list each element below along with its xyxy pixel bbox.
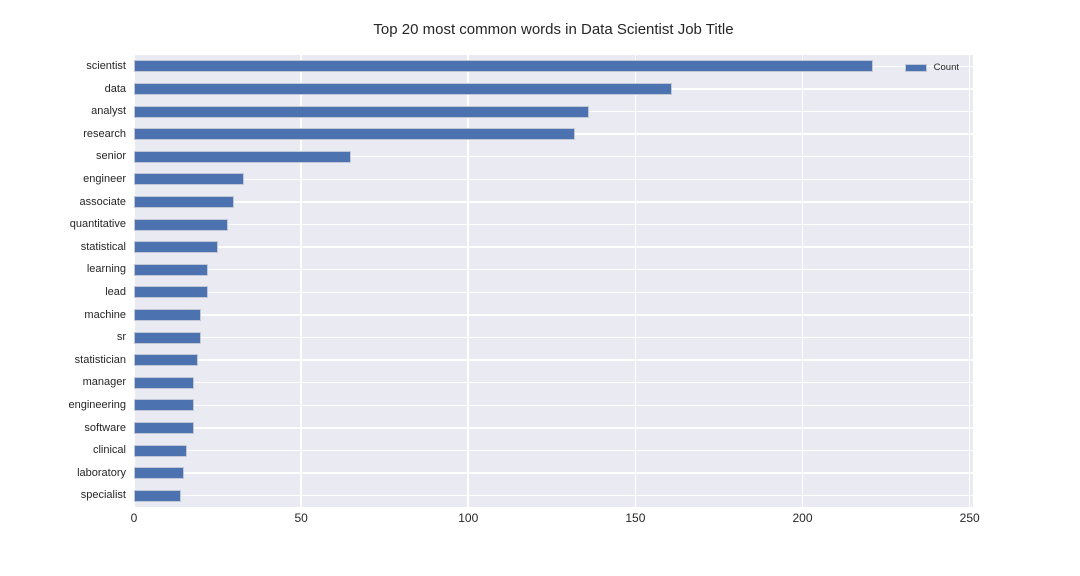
chart-title: Top 20 most common words in Data Scienti…	[373, 21, 734, 38]
bar-laboratory	[134, 467, 185, 480]
x-tick-label-50: 50	[294, 511, 308, 525]
y-gridline-clinical	[134, 449, 973, 452]
y-tick-label-manager: manager	[82, 376, 126, 389]
legend: Count	[904, 62, 959, 73]
x-gridline-200	[801, 55, 804, 507]
y-tick-label-statistical: statistical	[80, 240, 126, 253]
y-gridline-statistical	[134, 246, 973, 248]
plot-area: Count	[133, 55, 973, 507]
y-tick-label-learning: learning	[86, 263, 126, 276]
y-gridline-specialist	[134, 494, 973, 497]
bar-learning	[134, 263, 208, 276]
bar-specialist	[134, 489, 181, 502]
y-tick-label-scientist: scientist	[86, 60, 126, 72]
y-tick-label-sr: sr	[116, 331, 126, 344]
y-gridline-statistician	[134, 359, 973, 361]
y-gridline-sr	[134, 336, 973, 339]
y-tick-label-specialist: specialist	[80, 489, 126, 502]
y-tick-label-research: research	[83, 127, 126, 140]
x-tick-label-150: 150	[625, 511, 646, 525]
y-tick-label-machine: machine	[84, 308, 126, 321]
y-gridline-lead	[134, 291, 973, 294]
bar-sr	[134, 331, 201, 344]
x-tick-label-0: 0	[130, 511, 138, 525]
x-gridline-150	[634, 55, 637, 507]
y-tick-label-senior: senior	[96, 150, 126, 163]
y-gridline-manager	[134, 381, 973, 384]
legend-count-swatch	[904, 63, 927, 72]
y-tick-label-quantitative: quantitative	[69, 218, 126, 231]
y-gridline-senior	[134, 155, 973, 158]
bar-associate	[134, 195, 235, 208]
bar-data	[134, 82, 673, 95]
bar-statistical	[134, 241, 218, 254]
y-tick-label-clinical: clinical	[92, 444, 126, 457]
y-gridline-software	[134, 427, 973, 429]
bar-statistician	[134, 354, 198, 367]
bar-engineer	[134, 173, 245, 186]
y-tick-label-software: software	[84, 421, 126, 434]
x-tick-label-100: 100	[458, 511, 479, 525]
bar-scientist	[134, 60, 873, 73]
y-gridline-machine	[134, 314, 973, 316]
x-tick-label-250: 250	[959, 511, 980, 525]
y-tick-label-lead: lead	[105, 286, 126, 298]
bar-clinical	[134, 444, 188, 457]
bar-analyst	[134, 105, 589, 118]
y-tick-label-analyst: analyst	[91, 105, 126, 118]
x-gridline-0	[133, 55, 135, 507]
y-tick-label-associate: associate	[79, 195, 126, 208]
x-gridline-250	[968, 55, 971, 507]
bar-manager	[134, 376, 195, 389]
y-gridline-quantitative	[134, 223, 973, 226]
bar-senior	[134, 150, 352, 163]
bar-research	[134, 128, 576, 141]
y-gridline-laboratory	[134, 472, 973, 474]
x-gridline-50	[300, 55, 302, 507]
y-gridline-engineering	[134, 404, 973, 407]
x-tick-label-200: 200	[792, 511, 813, 525]
bar-software	[134, 421, 195, 434]
y-tick-label-engineering: engineering	[68, 399, 127, 411]
legend-count-label: Count	[933, 62, 959, 73]
y-gridline-associate	[134, 201, 973, 203]
bar-machine	[134, 308, 201, 321]
y-gridline-engineer	[134, 178, 973, 181]
y-tick-label-laboratory: laboratory	[77, 466, 126, 479]
bar-engineering	[134, 399, 195, 412]
x-gridline-100	[467, 55, 470, 507]
y-tick-label-data: data	[104, 82, 126, 95]
y-gridline-learning	[134, 268, 973, 271]
y-tick-label-engineer: engineer	[83, 173, 126, 185]
bar-quantitative	[134, 218, 228, 231]
y-tick-label-statistician: statistician	[74, 353, 126, 366]
bar-lead	[134, 286, 208, 299]
